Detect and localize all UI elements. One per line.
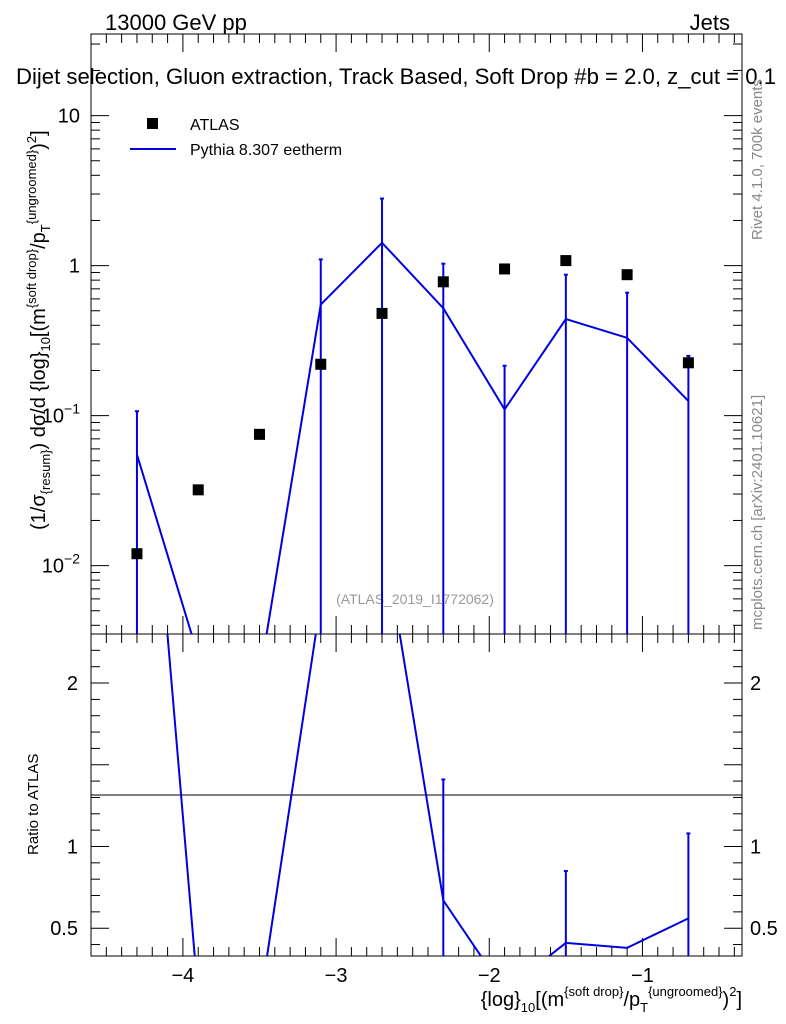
ratio-y-tick-label-left: 1 <box>67 836 78 858</box>
mc-series <box>134 197 691 634</box>
legend-data-marker <box>147 118 158 129</box>
data-point <box>131 548 143 560</box>
mc-line <box>135 241 690 634</box>
main-y-tick-label: 1 <box>69 256 80 278</box>
data-point <box>621 269 633 281</box>
legend: ATLAS Pythia 8.307 eetherm <box>130 117 342 159</box>
y-axis-label-main: (1/σ{resum}) dσ/d {log}10[(m{soft drop}/… <box>24 130 53 530</box>
data-point <box>499 263 511 275</box>
data-point <box>560 255 572 267</box>
ratio-y-tick-label-right: 0.5 <box>750 918 778 940</box>
legend-mc-label: Pythia 8.307 eetherm <box>190 142 342 159</box>
x-axis-label: {log}10[(m{soft drop}/pT{ungroomed})2] <box>481 984 742 1015</box>
ratio-y-tick-label-right: 1 <box>750 836 761 858</box>
main-y-tick-label: 10−1 <box>42 401 80 428</box>
x-tick-label: −3 <box>325 965 348 987</box>
header-right: Jets <box>690 10 730 35</box>
ratio-y-tick-label-left: 2 <box>67 673 78 695</box>
data-point <box>253 428 265 440</box>
ratio-series <box>166 634 691 956</box>
watermark: (ATLAS_2019_I1772062) <box>336 591 494 607</box>
main-panel-frame <box>90 33 743 635</box>
data-point <box>192 484 204 496</box>
data-point <box>376 307 388 319</box>
ratio-line <box>166 634 689 956</box>
ratio-y-axis: 0.5 0.5 1 1 2 2 <box>50 649 778 946</box>
y-axis-label-ratio: Ratio to ATLAS <box>25 754 42 855</box>
ratio-y-tick-label-right: 2 <box>750 673 761 695</box>
main-y-axis: 10−2 10−1 1 10 <box>42 43 742 626</box>
mcplots-label: mcplots.cern.ch [arXiv:2401.10621] <box>749 395 766 630</box>
data-point <box>315 358 327 370</box>
x-tick-label: −4 <box>171 965 194 987</box>
rivet-label: Rivet 4.1.0, 700k events <box>749 79 766 240</box>
data-series <box>131 255 694 560</box>
header-left: 13000 GeV pp <box>105 10 247 35</box>
data-point <box>682 357 694 369</box>
legend-data-label: ATLAS <box>190 117 240 134</box>
x-tick-label: −2 <box>478 965 501 987</box>
main-y-tick-label: 10−2 <box>42 551 80 578</box>
data-point <box>437 276 449 288</box>
plot-title: Dijet selection, Gluon extraction, Track… <box>16 64 776 89</box>
main-y-tick-label: 10 <box>58 106 80 128</box>
x-axis: −4 −3 −2 −1 <box>90 34 735 987</box>
x-tick-label: −1 <box>631 965 654 987</box>
ratio-y-tick-label-left: 0.5 <box>50 918 78 940</box>
